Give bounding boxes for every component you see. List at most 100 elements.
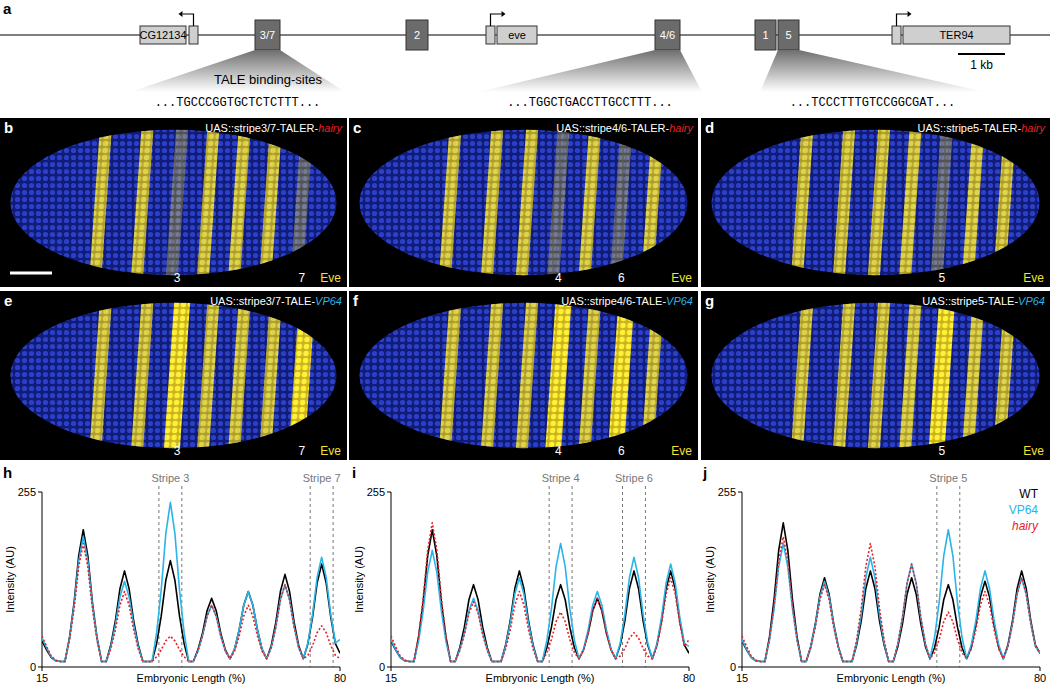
panel-letter: g [705, 292, 714, 309]
x-tick [742, 667, 743, 671]
eve-stripe [790, 118, 814, 287]
x-tick-label: 15 [736, 672, 748, 684]
y-tick-label: 255 [367, 486, 385, 498]
panel-letter: e [4, 292, 12, 309]
panel-letter: h [3, 464, 12, 481]
construct-label: UAS::stripe4/6-TALER-hairy [556, 122, 694, 134]
annotation: Stripe 5 [929, 472, 967, 484]
panel-letter: d [705, 119, 714, 136]
y-tick-label: 255 [18, 486, 36, 498]
eve-stripe [259, 291, 283, 460]
eve-stripe [928, 291, 956, 460]
enhancer-label: 5 [785, 29, 791, 41]
eve-stripe [607, 291, 635, 460]
zoom-wedge [760, 50, 985, 92]
eve-stripe [89, 291, 113, 460]
gene-map: aCG12134eveTER943/724/6151 kb...TGCCCGGT… [0, 0, 1050, 110]
eve-stripe [290, 118, 314, 287]
embryo-panel: 37bUAS::stripe3/7-TALER-hairyEve [0, 118, 347, 287]
promoter-arrow [491, 14, 502, 26]
eve-stripe [163, 291, 191, 460]
eve-stripe [165, 118, 189, 287]
construct: UAS::stripe5-TALER- [917, 122, 1021, 134]
gene-label: CG12134 [139, 29, 186, 41]
y-tick [387, 667, 391, 668]
embryo-panel: 46cUAS::stripe4/6-TALER-hairyEve [349, 118, 698, 287]
eve-stripe [546, 118, 570, 287]
stripes [89, 291, 316, 460]
eve-stripe [480, 118, 504, 287]
stripe-label: 3 [174, 444, 181, 458]
x-tick-label: 80 [1034, 672, 1046, 684]
x-axis-label: Embryonic Length (%) [486, 672, 595, 684]
construct-label: UAS::stripe3/7-TALER-hairy [205, 122, 343, 134]
stain-label: Eve [671, 444, 692, 458]
eve-stripe [130, 118, 154, 287]
zoom-wedge [478, 50, 702, 92]
binding-site-sequence: ...TGGCTGACCTTGCCTTT... [507, 96, 673, 110]
eve-stripe [641, 118, 665, 287]
stripe-label: 3 [174, 271, 181, 285]
y-tick [387, 492, 391, 493]
x-tick [689, 667, 690, 671]
enhancer-label: 4/6 [660, 29, 675, 41]
series-line [42, 502, 340, 661]
eve-stripe [438, 291, 462, 460]
stripe-label: 5 [938, 271, 945, 285]
series-line [742, 530, 1040, 662]
enhancer-label: 3/7 [260, 29, 275, 41]
eve-stripe [438, 118, 462, 287]
y-axis-label: Intensity (AU) [704, 546, 716, 613]
arrow-head [179, 11, 183, 17]
stripe-label: 4 [555, 271, 562, 285]
arrow-head [908, 11, 912, 17]
gene-box [903, 26, 1010, 44]
eve-stripe [259, 118, 283, 287]
legend-entry: WT [1019, 487, 1038, 501]
gene-label: TER94 [939, 29, 973, 41]
eve-stripe [578, 291, 602, 460]
stripes [790, 118, 1016, 287]
stripe-label: 5 [938, 444, 945, 458]
y-tick [38, 492, 42, 493]
promoter-arrow [183, 14, 194, 26]
x-axis-label: Embryonic Length (%) [137, 672, 246, 684]
embryo-panel: 5 d UAS::stripe5-TALER-hairyEve [701, 118, 1050, 287]
series-line [742, 537, 1040, 662]
eve-stripe [898, 291, 922, 460]
stripe-boundary [158, 486, 159, 667]
eve-stripe [130, 291, 154, 460]
stripes [89, 118, 314, 287]
stain-label: Eve [1023, 271, 1044, 285]
stripes [438, 291, 664, 460]
panel-bg [701, 118, 1050, 287]
eve-stripe [898, 118, 922, 287]
x-tick [1040, 667, 1041, 671]
x-axis-label: Embryonic Length (%) [837, 672, 946, 684]
figure: aCG12134eveTER943/724/6151 kb...TGCCCGGT… [0, 0, 1050, 687]
stain-label: Eve [1023, 444, 1044, 458]
x-tick [340, 667, 341, 671]
promoter-arrow [897, 14, 908, 26]
panel-letter: i [352, 464, 356, 481]
y-tick [738, 492, 742, 493]
construct-label: UAS::stripe5-TALER-hairy [917, 122, 1046, 134]
x-tick [42, 667, 43, 671]
construct: UAS::stripe4/6-TALE- [561, 295, 666, 307]
panel-letter: j [702, 464, 707, 481]
panel-bg [349, 291, 698, 460]
construct: UAS::stripe5-TALE- [922, 295, 1018, 307]
stain-label: Eve [671, 271, 692, 285]
scale-bar [10, 272, 52, 275]
series-line [42, 530, 340, 662]
gene-label: eve [508, 29, 526, 41]
embryo-panel: 46fUAS::stripe4/6-TALE-VP64Eve [349, 291, 698, 460]
embryo-panel: 37eUAS::stripe3/7-TALE-VP64Eve [0, 291, 347, 460]
panel-bg [701, 291, 1050, 460]
stripe-boundary [333, 486, 334, 667]
chart: iStripe 4Stripe 602551580Embryonic Lengt… [352, 464, 695, 684]
enhancer-box [755, 20, 776, 50]
eve-stripe [961, 291, 985, 460]
legend-entry: hairy [1012, 519, 1039, 533]
construct-label: UAS::stripe4/6-TALE-VP64 [561, 295, 693, 307]
